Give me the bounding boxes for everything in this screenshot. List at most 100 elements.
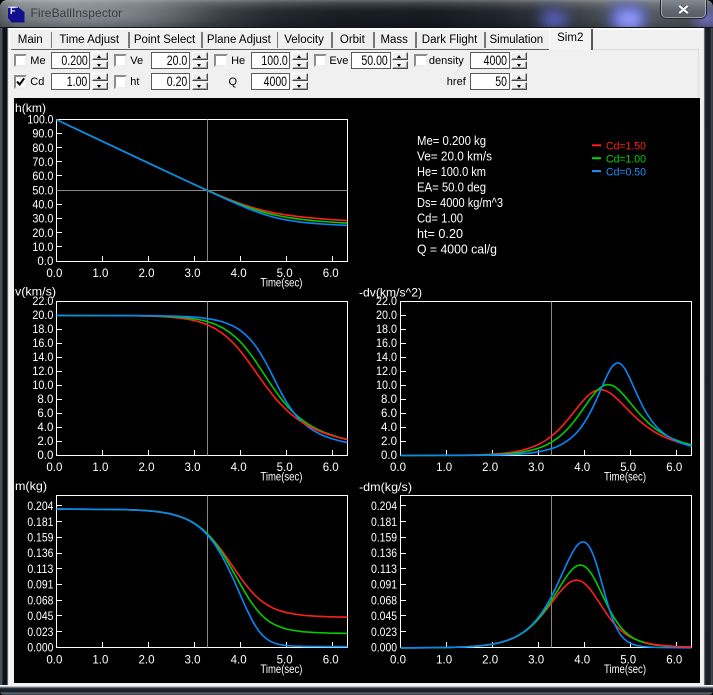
svg-text:1.0: 1.0 [92,460,108,474]
svg-text:Time(sec): Time(sec) [604,662,646,676]
svg-text:v(km/s): v(km/s) [15,285,56,299]
svg-text:3.0: 3.0 [528,460,544,474]
svg-text:0.0: 0.0 [381,448,397,462]
svg-text:50.0: 50.0 [32,183,53,197]
svg-text:1.0: 1.0 [92,652,108,666]
svg-text:2.0: 2.0 [139,652,155,666]
svg-text:10.0: 10.0 [376,378,397,392]
svg-text:16.0: 16.0 [376,336,397,350]
svg-text:4.0: 4.0 [231,266,247,280]
svg-text:6.0: 6.0 [666,652,682,666]
svg-text:0.159: 0.159 [27,531,53,545]
svg-text:Cd=1.50: Cd=1.50 [606,141,646,153]
svg-text:2.0: 2.0 [37,434,53,448]
svg-text:6.0: 6.0 [381,406,397,420]
svg-text:Ds= 4000 kg/m^3: Ds= 4000 kg/m^3 [417,195,503,210]
svg-text:5.0: 5.0 [277,266,293,280]
svg-text:0.113: 0.113 [371,562,397,576]
svg-text:5.0: 5.0 [620,652,636,666]
svg-text:6.0: 6.0 [666,460,682,474]
svg-text:0.023: 0.023 [27,625,53,639]
svg-text:5.0: 5.0 [620,460,636,474]
svg-text:0.000: 0.000 [27,641,53,655]
svg-text:0.136: 0.136 [371,546,397,560]
svg-text:20.0: 20.0 [376,308,397,322]
svg-text:22.0: 22.0 [376,294,397,308]
svg-text:0.113: 0.113 [27,562,53,576]
svg-text:3.0: 3.0 [185,460,201,474]
svg-text:0.091: 0.091 [27,578,53,592]
svg-text:60.0: 60.0 [32,169,53,183]
svg-text:4.0: 4.0 [574,652,590,666]
svg-text:0.0: 0.0 [46,652,62,666]
svg-text:22.0: 22.0 [32,294,53,308]
svg-text:8.0: 8.0 [37,392,53,406]
svg-text:3.0: 3.0 [185,266,201,280]
svg-text:Time(sec): Time(sec) [260,662,302,676]
svg-text:4.0: 4.0 [231,460,247,474]
svg-text:Time(sec): Time(sec) [260,470,302,484]
svg-text:3.0: 3.0 [185,652,201,666]
svg-text:18.0: 18.0 [376,322,397,336]
svg-text:0.204: 0.204 [371,499,397,513]
svg-text:2.0: 2.0 [139,266,155,280]
svg-text:2.0: 2.0 [482,460,498,474]
svg-text:2.0: 2.0 [139,460,155,474]
svg-text:m(kg): m(kg) [15,479,47,493]
svg-text:h(km): h(km) [15,101,46,115]
svg-text:0.045: 0.045 [371,609,397,623]
svg-text:12.0: 12.0 [376,364,397,378]
svg-text:3.0: 3.0 [528,652,544,666]
svg-text:0.0: 0.0 [390,460,406,474]
svg-text:Time(sec): Time(sec) [604,470,646,484]
svg-text:0.068: 0.068 [27,593,53,607]
svg-text:0.045: 0.045 [27,609,53,623]
svg-text:0.0: 0.0 [37,254,53,268]
svg-text:Cd=0.50: Cd=0.50 [606,166,646,178]
svg-text:0.023: 0.023 [371,625,397,639]
svg-text:Q = 4000 cal/g: Q = 4000 cal/g [417,241,497,256]
svg-text:10.0: 10.0 [32,240,53,254]
svg-text:0.0: 0.0 [46,460,62,474]
svg-text:2.0: 2.0 [482,652,498,666]
svg-text:1.0: 1.0 [92,266,108,280]
svg-text:ht= 0.20: ht= 0.20 [417,226,463,241]
svg-text:30.0: 30.0 [32,212,53,226]
svg-text:0.159: 0.159 [371,531,397,545]
svg-text:EA= 50.0 deg: EA= 50.0 deg [417,180,486,195]
svg-text:6.0: 6.0 [323,266,339,280]
svg-text:6.0: 6.0 [37,406,53,420]
svg-text:6.0: 6.0 [323,652,339,666]
svg-text:-dm(kg/s): -dm(kg/s) [359,480,412,494]
svg-text:0.181: 0.181 [371,515,397,529]
svg-text:Cd=1.00: Cd=1.00 [606,153,646,165]
svg-text:1.0: 1.0 [436,460,452,474]
svg-text:14.0: 14.0 [376,350,397,364]
svg-text:16.0: 16.0 [32,336,53,350]
svg-text:5.0: 5.0 [277,652,293,666]
svg-text:20.0: 20.0 [32,308,53,322]
svg-text:70.0: 70.0 [32,155,53,169]
svg-text:1.0: 1.0 [436,652,452,666]
svg-text:100.0: 100.0 [27,112,53,126]
svg-text:8.0: 8.0 [381,392,397,406]
svg-text:5.0: 5.0 [277,460,293,474]
svg-text:6.0: 6.0 [323,460,339,474]
svg-text:40.0: 40.0 [32,198,53,212]
svg-text:90.0: 90.0 [32,127,53,141]
svg-text:He= 100.0 km: He= 100.0 km [417,164,486,179]
svg-text:Me= 0.200 kg: Me= 0.200 kg [417,133,486,148]
svg-text:0.068: 0.068 [371,593,397,607]
svg-text:0.0: 0.0 [46,266,62,280]
svg-text:80.0: 80.0 [32,141,53,155]
svg-text:12.0: 12.0 [32,364,53,378]
svg-text:4.0: 4.0 [574,460,590,474]
svg-text:20.0: 20.0 [32,226,53,240]
svg-text:18.0: 18.0 [32,322,53,336]
svg-text:-dv(km/s^2): -dv(km/s^2) [359,286,422,300]
svg-text:0.136: 0.136 [27,546,53,560]
svg-text:0.204: 0.204 [27,499,53,513]
svg-text:4.0: 4.0 [231,652,247,666]
svg-text:4.0: 4.0 [381,420,397,434]
svg-text:0.091: 0.091 [371,578,397,592]
